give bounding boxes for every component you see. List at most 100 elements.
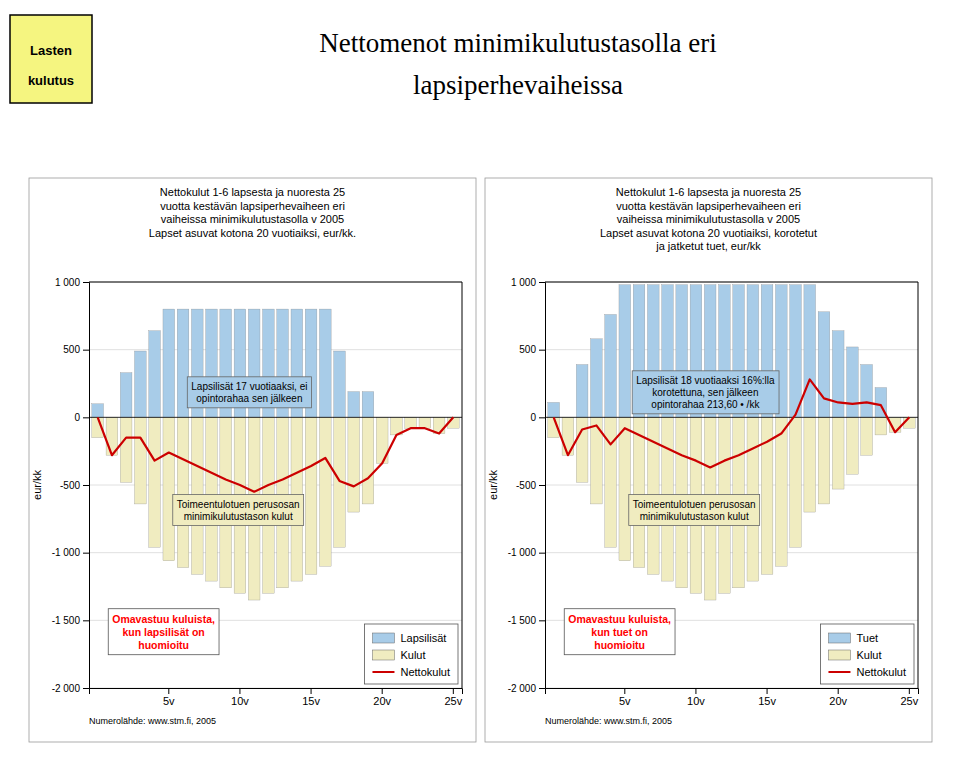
bar: [135, 417, 147, 504]
tick: 1 000: [511, 277, 545, 288]
tick: -2 000: [508, 683, 545, 694]
text-line: Omavastuu kuluista,: [568, 613, 671, 625]
bar: [605, 314, 617, 417]
bar: [163, 417, 175, 560]
tick: 15v: [302, 688, 320, 707]
tick: 500: [63, 344, 89, 355]
bar: [576, 417, 588, 482]
bar: [775, 417, 787, 566]
tick-label: 0: [530, 412, 536, 423]
legend-swatch: [372, 671, 394, 673]
line: [554, 379, 910, 467]
tick-mark: [539, 688, 545, 689]
text-line: ja jatketut tuet, eur/kk: [655, 240, 761, 252]
bar: [92, 404, 104, 418]
marks: [545, 285, 918, 600]
annotation: Omavastuu kuluista,kun lapsilisät onhuom…: [108, 609, 219, 655]
tick-label: 500: [519, 344, 536, 355]
grid: [545, 282, 918, 688]
tick-label: -2 000: [52, 683, 81, 694]
tick-mark: [539, 282, 545, 283]
bar: [619, 417, 631, 560]
y-axis: -2 000-1 500-1 000-50005001 000: [508, 277, 546, 694]
legend-label: Lapsilisät: [400, 632, 446, 644]
tick: 20v: [373, 688, 391, 707]
annotation-text: Toimeentulotuen perusosanminimikulutusta…: [633, 499, 756, 522]
tick-mark: [83, 620, 89, 621]
annotation-text: Lapsilisät 18 vuotiaaksi 16%:llakorotett…: [636, 375, 775, 410]
y-axis: -2 000-1 500-1 000-50005001 000: [52, 277, 90, 694]
tick-mark: [83, 417, 89, 418]
tick: 0: [530, 412, 545, 423]
text-line: Nettokulut 1-6 lapsesta ja nuoresta 25: [160, 186, 345, 198]
tick-label: 1 000: [511, 277, 536, 288]
legend-item: Kulut: [828, 649, 881, 661]
badge-box: [10, 15, 92, 103]
grid-line: [89, 349, 462, 350]
bar: [847, 417, 859, 474]
annotation: Toimeentulotuen perusosanminimikulutusta…: [629, 495, 760, 526]
legend-label: Tuet: [856, 632, 878, 644]
tick-mark: [83, 688, 89, 689]
annotation-box: [564, 609, 675, 655]
tick-mark: [767, 688, 768, 694]
tick-mark: [382, 688, 383, 694]
annotation-text: Omavastuu kuluista,kun tuet onhuomioitu: [568, 613, 671, 651]
panel: Nettokulut 1-6 lapsesta ja nuoresta 25vu…: [29, 178, 476, 742]
tick-mark: [83, 282, 89, 283]
tick: -500: [516, 480, 545, 491]
bar: [348, 392, 360, 418]
legend-label: Nettokulut: [400, 666, 450, 678]
bar: [334, 351, 346, 417]
legend-label: Nettokulut: [856, 666, 906, 678]
text-line: opintorahaa 213,60 • /kk: [651, 399, 760, 410]
legend: LapsilisätKulutNettokulut: [364, 624, 458, 684]
zero-line: [545, 417, 918, 418]
bar: [348, 417, 360, 512]
legend-item: Nettokulut: [828, 666, 906, 678]
text-line: Nettomenot minimikulutustasolla eri: [319, 28, 716, 58]
tick-mark: [909, 688, 910, 694]
text-line: huomioitu: [138, 639, 189, 651]
legend-swatch: [372, 650, 394, 660]
annotation-box: [173, 495, 304, 526]
legend-item: Lapsilisät: [372, 632, 446, 644]
tick: 1 000: [55, 277, 89, 288]
frame-line: [918, 282, 919, 688]
bar: [319, 309, 331, 417]
bar: [832, 331, 844, 418]
axis-line: [539, 283, 546, 689]
bar: [818, 417, 830, 504]
plot: -2 000-1 500-1 000-50005001 0005v10v15v2…: [31, 277, 463, 726]
axis-line: [546, 689, 919, 695]
tick-label: -2 000: [508, 683, 537, 694]
grid-line: [545, 417, 918, 418]
text-line: Lapsilisät 17 vuotiaaksi, ei: [191, 381, 307, 392]
frame-line: [545, 282, 918, 283]
grid-line: [89, 417, 462, 418]
badge: Lastenkulutus: [10, 15, 92, 103]
panel: Nettokulut 1-6 lapsesta ja nuoresta 25vu…: [485, 178, 932, 742]
bar: [790, 417, 802, 547]
tick-mark: [83, 553, 89, 554]
tick-label: -500: [60, 480, 80, 491]
bar: [149, 417, 161, 547]
subtitle: Nettokulut 1-6 lapsesta ja nuoresta 25vu…: [149, 186, 356, 239]
tick-mark: [539, 417, 545, 418]
tick-label: 1 000: [55, 277, 80, 288]
text-line: korotettuna, sen jälkeen: [652, 387, 758, 398]
bar: [405, 417, 417, 428]
axis-line: [83, 283, 90, 689]
chart-root: Nettomenot minimikulutustasolla erilapsi…: [0, 0, 960, 757]
tick-label: 15v: [302, 695, 320, 707]
tick-label: 5v: [619, 695, 631, 707]
annotation-text: Omavastuu kuluista,kun lapsilisät onhuom…: [112, 613, 215, 651]
bar: [576, 365, 588, 418]
legend-frame: [820, 624, 914, 684]
bar: [875, 417, 887, 435]
annotation-box: [629, 495, 760, 526]
text-line: minimikulutustason kulut: [640, 511, 749, 522]
zero-line: [89, 417, 462, 418]
grid: [89, 282, 462, 688]
tick: 0: [74, 412, 89, 423]
